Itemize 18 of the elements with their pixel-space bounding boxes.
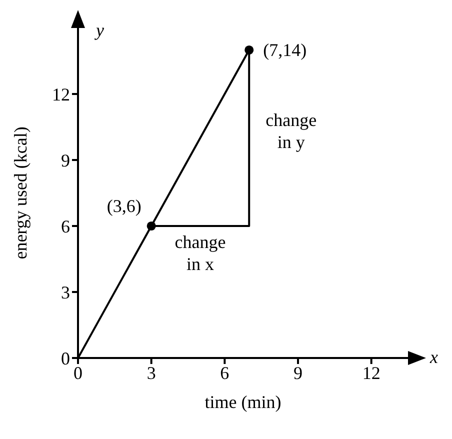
x-tick-label: 12 — [362, 362, 380, 383]
y-tick-label: 9 — [61, 150, 70, 170]
y-tick-label: 0 — [61, 348, 70, 368]
annotation: change in y — [266, 110, 317, 152]
text: x — [429, 347, 438, 367]
x-tick-label: 9 — [294, 362, 302, 383]
y-tick-label: 12 — [52, 84, 70, 104]
x-tick-label: 3 — [146, 362, 156, 383]
y-axis-title: energy used (kcal) — [10, 126, 30, 260]
x-axis-title: time (min) — [204, 392, 282, 412]
y-tick-label: 3 — [61, 282, 70, 302]
annotation: change in x — [174, 232, 226, 274]
x-tick-label: 0 — [74, 362, 82, 383]
x-tick-label: 6 — [220, 362, 230, 383]
annotation: y — [94, 20, 104, 40]
annotation: (3,6) — [106, 196, 142, 216]
annotation: (7,14) — [263, 40, 307, 60]
y-tick-label: 6 — [61, 216, 70, 236]
